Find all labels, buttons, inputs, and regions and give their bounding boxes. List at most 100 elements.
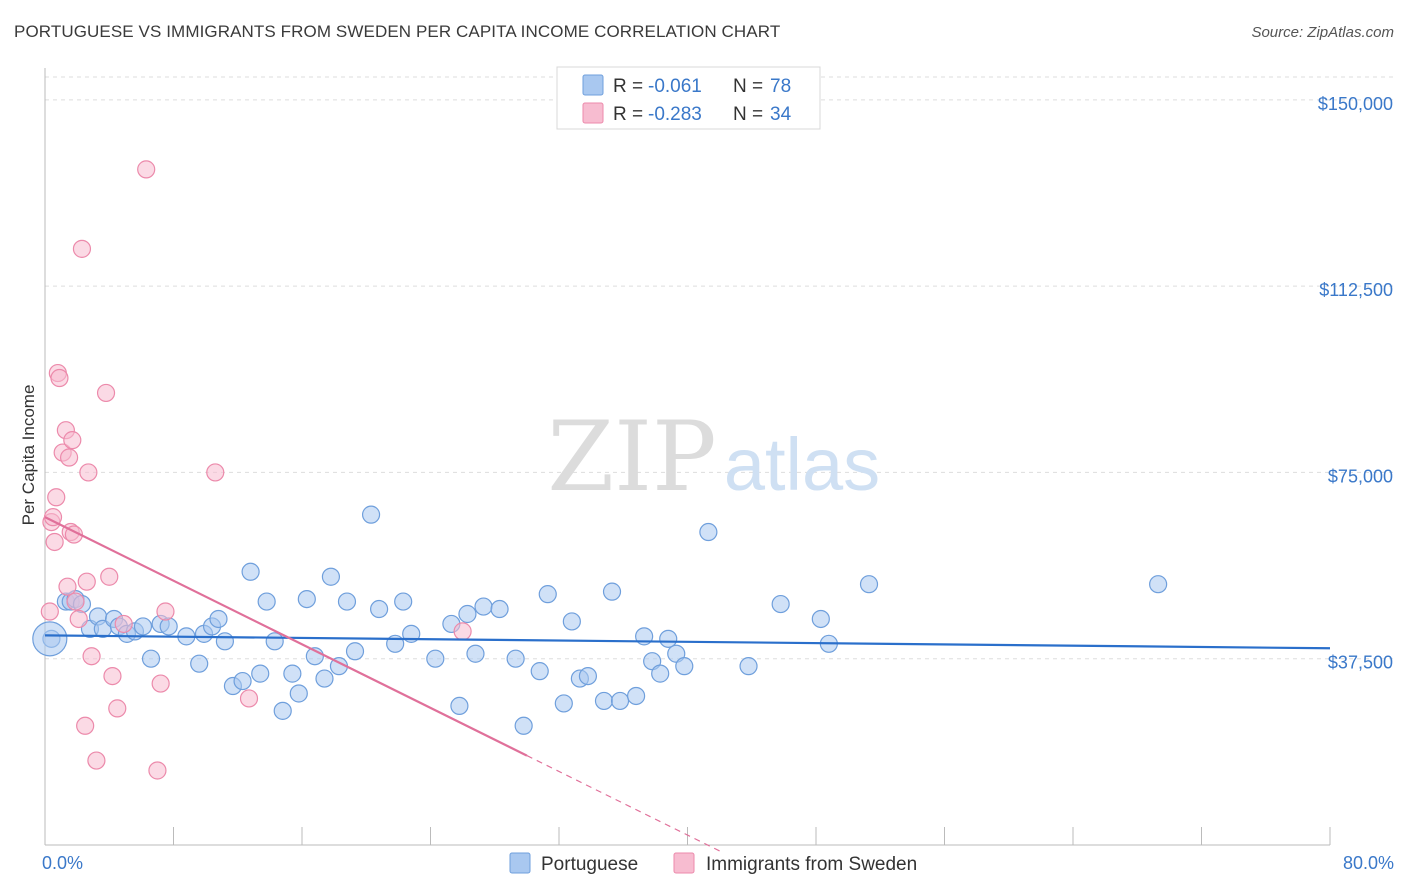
- portuguese-point-38: [361, 505, 381, 524]
- sweden-point-33: [453, 622, 472, 641]
- sweden-point-10: [59, 448, 79, 467]
- trend-line-portuguese: [44, 634, 1331, 650]
- portuguese-point-51: [514, 716, 533, 735]
- portuguese-point-13: [141, 649, 161, 668]
- portuguese-point-21: [215, 632, 234, 651]
- portuguese-point-49: [490, 599, 509, 619]
- portuguese-point-57: [578, 666, 598, 686]
- portuguese-point-59: [602, 582, 622, 601]
- portuguese-point-61: [626, 686, 646, 706]
- portuguese-point-60: [610, 691, 630, 711]
- sweden-point-31: [206, 463, 225, 482]
- y-tick-label-0: $37,500: [1328, 653, 1393, 673]
- watermark-zip: ZIP: [547, 401, 716, 513]
- sweden-point-32: [239, 689, 259, 708]
- series-sweden-points: [40, 160, 472, 780]
- sweden-point-3: [45, 532, 64, 552]
- portuguese-point-71: [811, 609, 830, 629]
- portuguese-point-28: [273, 701, 292, 720]
- sweden-point-16: [72, 239, 92, 258]
- portuguese-point-69: [739, 657, 758, 676]
- source-label: Source: ZipAtlas.com: [1251, 24, 1394, 41]
- sweden-point-15: [69, 609, 88, 629]
- sweden-point-27: [137, 160, 156, 179]
- portuguese-point-large: [32, 621, 68, 657]
- trend-lines: [44, 516, 1331, 852]
- portuguese-point-64: [651, 664, 670, 683]
- portuguese-point-29: [283, 664, 302, 683]
- portuguese-point-31: [297, 589, 316, 609]
- sweden-point-17: [76, 716, 95, 735]
- sweden-point-2: [43, 508, 63, 527]
- portuguese-point-17: [190, 654, 209, 673]
- sweden-point-21: [87, 751, 106, 770]
- sweden-point-29: [151, 674, 170, 693]
- portuguese-point-23: [233, 671, 252, 691]
- sweden-point-18: [77, 572, 96, 591]
- legend-r-value-2: -0.283: [648, 104, 702, 125]
- y-tick-label-2: $112,500: [1319, 280, 1393, 300]
- sweden-point-19: [79, 463, 98, 482]
- legend-swatch-pink: [582, 102, 604, 124]
- sweden-point-4: [47, 488, 66, 507]
- portuguese-point-34: [321, 567, 341, 586]
- watermark-atlas: atlas: [724, 423, 880, 506]
- portuguese-point-68: [699, 522, 718, 542]
- y-axis-label: Per Capita Income: [19, 385, 38, 526]
- portuguese-point-36: [337, 592, 357, 611]
- x-tick-min: 0.0%: [42, 853, 83, 873]
- sweden-point-23: [100, 567, 119, 586]
- portuguese-point-37: [345, 642, 365, 661]
- legend-n-label-2: N =: [733, 104, 763, 125]
- series-legend: Portuguese Immigrants from Sweden: [509, 852, 917, 875]
- portuguese-point-33: [315, 669, 334, 688]
- portuguese-point-47: [466, 644, 485, 663]
- sweden-point-14: [66, 592, 85, 611]
- portuguese-point-54: [554, 694, 573, 713]
- portuguese-point-55: [562, 612, 581, 631]
- sweden-point-12: [63, 431, 82, 450]
- series-portuguese-points: [32, 505, 1168, 735]
- portuguese-point-48: [474, 597, 493, 616]
- y-tick-label-3: $150,000: [1318, 94, 1393, 114]
- portuguese-point-26: [257, 592, 276, 611]
- portuguese-point-30: [289, 684, 308, 703]
- portuguese-point-74: [1149, 575, 1168, 594]
- sweden-point-24: [103, 666, 122, 686]
- sweden-point-6: [50, 368, 69, 388]
- sweden-point-30: [156, 602, 175, 621]
- portuguese-point-53: [538, 585, 557, 604]
- portuguese-point-50: [506, 649, 525, 668]
- portuguese-point-73: [859, 575, 879, 594]
- portuguese-point-58: [594, 691, 614, 711]
- legend-n-value-2: 34: [770, 104, 792, 125]
- watermark: ZIP atlas: [547, 401, 880, 513]
- sweden-point-0: [40, 602, 59, 621]
- sweden-point-28: [148, 761, 167, 780]
- y-tick-label-1: $75,000: [1328, 466, 1393, 486]
- legend-n-value-1: 78: [770, 76, 791, 97]
- sweden-point-20: [82, 647, 101, 666]
- portuguese-point-45: [450, 696, 469, 716]
- series-legend-label-portuguese: Portuguese: [541, 854, 638, 875]
- portuguese-point-41: [394, 592, 413, 611]
- portuguese-point-67: [675, 657, 694, 676]
- sweden-point-25: [108, 699, 127, 718]
- portuguese-point-52: [530, 662, 549, 681]
- sweden-point-9: [58, 577, 77, 596]
- legend-r-label-1: R =: [613, 76, 643, 97]
- trend-line-sweden-extension: [526, 755, 720, 852]
- portuguese-point-39: [370, 599, 389, 619]
- portuguese-point-20: [209, 609, 228, 629]
- portuguese-point-15: [159, 617, 178, 636]
- portuguese-point-27: [265, 632, 284, 651]
- legend-n-label-1: N =: [733, 76, 763, 97]
- series-legend-label-sweden: Immigrants from Sweden: [706, 854, 917, 875]
- portuguese-point-43: [426, 649, 445, 668]
- portuguese-point-65: [659, 629, 678, 648]
- portuguese-point-12: [133, 617, 153, 636]
- portuguese-point-24: [241, 562, 260, 581]
- sweden-point-26: [114, 614, 133, 634]
- sweden-point-22: [96, 383, 116, 403]
